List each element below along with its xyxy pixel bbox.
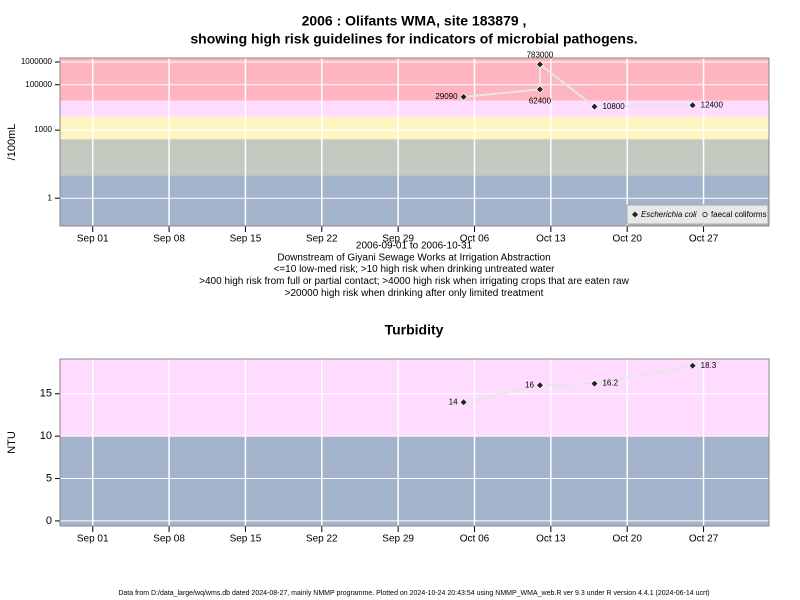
risk-band [60, 58, 769, 101]
value-label: 16.2 [602, 379, 618, 388]
data-line [463, 364, 693, 404]
note: 2006-09-01 to 2006-10-31 [356, 241, 473, 252]
y-tick-label: 5 [46, 472, 52, 484]
legend-label: Escherichia coli [641, 210, 697, 219]
y-tick-label: 1 [48, 193, 53, 202]
plot-frame [59, 57, 770, 227]
value-label: 29090 [435, 92, 458, 101]
data-point [459, 92, 468, 101]
legend-box [626, 204, 769, 225]
data-point [688, 361, 697, 370]
y-tick-label: 10 [40, 430, 52, 442]
data-point [688, 101, 697, 110]
risk-band [60, 139, 769, 176]
data-point [590, 102, 599, 111]
legend-label: faecal coliforms [711, 210, 767, 219]
x-tick-label: Oct 13 [536, 534, 566, 545]
data-point [590, 379, 599, 388]
y-tick-label: 100000 [25, 80, 52, 89]
risk-band [60, 100, 769, 117]
y-axis-label: NTU [6, 431, 18, 454]
legend-marker [632, 211, 638, 218]
y-axis-label: /100mL [6, 124, 18, 161]
x-tick-label: Sep 22 [306, 534, 338, 545]
value-label: 18.3 [701, 361, 717, 370]
x-tick-label: Oct 06 [460, 234, 490, 245]
note: >20000 high risk when drinking after onl… [285, 288, 544, 299]
chart-title: Turbidity [385, 322, 444, 338]
data-point [535, 60, 544, 69]
note: <=10 low-med risk; >10 high risk when dr… [274, 264, 556, 275]
value-label: 12400 [701, 100, 724, 109]
x-tick-label: Oct 20 [612, 534, 642, 545]
data-point [535, 381, 544, 390]
risk-band [60, 116, 769, 140]
x-tick-label: Sep 15 [230, 234, 262, 245]
x-tick-label: Oct 27 [689, 534, 719, 545]
data-point [535, 85, 544, 94]
x-tick-label: Oct 06 [460, 534, 490, 545]
x-tick-label: Oct 13 [536, 234, 566, 245]
note: Downstream of Giyani Sewage Works at Irr… [277, 252, 550, 263]
chart-title: 2006 : Olifants WMA, site 183879 , [302, 13, 527, 29]
legend-marker [702, 211, 708, 218]
y-tick-label: 1000 [34, 125, 52, 134]
risk-band [60, 359, 769, 437]
x-tick-label: Sep 01 [77, 234, 109, 245]
risk-band [60, 436, 769, 526]
data-point [459, 398, 468, 407]
y-tick-label: 15 [40, 388, 52, 400]
value-label: 14 [449, 397, 458, 406]
x-tick-label: Sep 29 [382, 234, 414, 245]
value-label: 10800 [602, 102, 625, 111]
note: >400 high risk from full or partial cont… [199, 276, 629, 287]
x-tick-label: Sep 22 [306, 234, 338, 245]
value-label: 16 [525, 380, 534, 389]
x-tick-label: Oct 20 [612, 234, 642, 245]
y-tick-label: 0 [46, 515, 52, 527]
footer: Data from D:/data_large/wq/wms.db dated … [118, 590, 709, 597]
x-tick-label: Sep 08 [153, 534, 185, 545]
x-tick-label: Oct 27 [689, 234, 719, 245]
plot-frame [59, 358, 770, 527]
value-label: 62400 [529, 96, 552, 105]
x-tick-label: Sep 01 [77, 534, 109, 545]
x-tick-label: Sep 08 [153, 234, 185, 245]
y-tick-label: 1000000 [21, 57, 53, 66]
x-tick-label: Sep 15 [230, 534, 262, 545]
chart-subtitle: showing high risk guidelines for indicat… [190, 31, 637, 47]
value-label: 783000 [527, 51, 554, 60]
x-tick-label: Sep 29 [382, 534, 414, 545]
